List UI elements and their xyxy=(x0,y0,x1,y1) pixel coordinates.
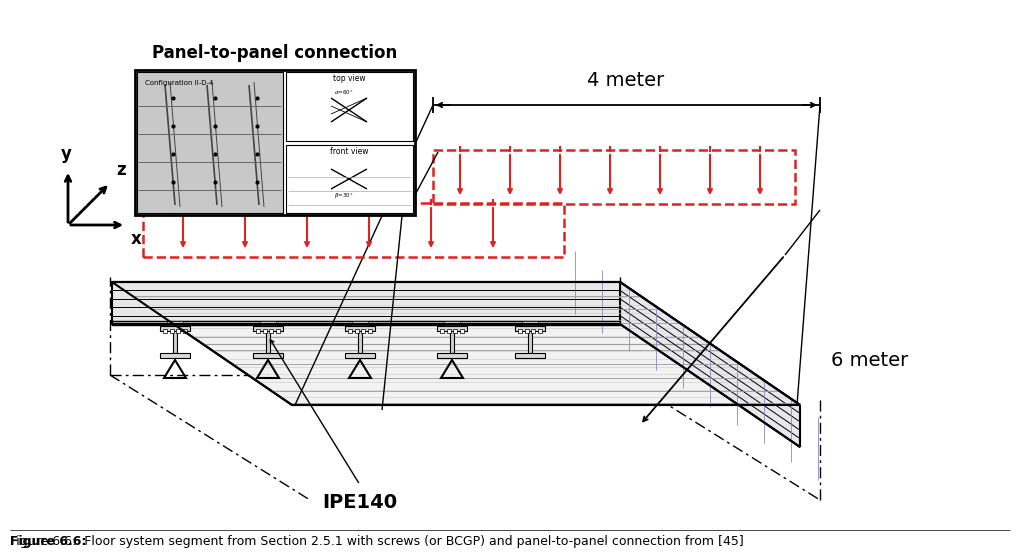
Polygon shape xyxy=(183,329,187,333)
Text: top view: top view xyxy=(333,74,366,83)
Polygon shape xyxy=(437,353,467,358)
Text: Configuration II-D-4: Configuration II-D-4 xyxy=(145,80,213,86)
Text: $\beta$=30°: $\beta$=30° xyxy=(334,191,353,200)
Polygon shape xyxy=(112,282,620,324)
Polygon shape xyxy=(515,326,545,331)
Polygon shape xyxy=(173,331,177,353)
Polygon shape xyxy=(253,353,283,358)
Polygon shape xyxy=(286,72,413,141)
Text: 4 meter: 4 meter xyxy=(588,71,665,90)
Polygon shape xyxy=(137,72,283,213)
Polygon shape xyxy=(531,329,535,333)
Polygon shape xyxy=(176,329,180,333)
Polygon shape xyxy=(515,353,545,358)
Text: IPE140: IPE140 xyxy=(323,492,397,511)
Polygon shape xyxy=(260,321,276,325)
Polygon shape xyxy=(263,329,267,333)
Polygon shape xyxy=(358,331,362,353)
Polygon shape xyxy=(368,329,372,333)
Polygon shape xyxy=(135,70,415,215)
Polygon shape xyxy=(620,282,800,447)
Polygon shape xyxy=(352,321,368,325)
Text: 6 meter: 6 meter xyxy=(831,351,908,370)
Text: $\alpha$=60°: $\alpha$=60° xyxy=(334,88,353,96)
Polygon shape xyxy=(253,326,283,331)
Text: Figure 6.6:  Floor system segment from Section 2.5.1 with screws (or BCGP) and p: Figure 6.6: Floor system segment from Se… xyxy=(10,535,743,548)
Polygon shape xyxy=(167,321,183,325)
Polygon shape xyxy=(345,353,375,358)
Polygon shape xyxy=(440,329,444,333)
Polygon shape xyxy=(355,329,359,333)
Polygon shape xyxy=(170,329,174,333)
Polygon shape xyxy=(453,329,457,333)
Polygon shape xyxy=(112,321,620,325)
Polygon shape xyxy=(160,326,190,331)
Text: y: y xyxy=(60,145,72,163)
Text: Figure 6.6:: Figure 6.6: xyxy=(10,535,86,548)
Polygon shape xyxy=(437,326,467,331)
Polygon shape xyxy=(522,321,538,325)
Polygon shape xyxy=(163,329,167,333)
Polygon shape xyxy=(460,329,464,333)
Polygon shape xyxy=(286,145,413,213)
Text: z: z xyxy=(116,161,126,179)
Polygon shape xyxy=(444,321,460,325)
Polygon shape xyxy=(361,329,365,333)
Polygon shape xyxy=(269,329,273,333)
Polygon shape xyxy=(112,282,800,405)
Polygon shape xyxy=(345,326,375,331)
Text: Panel-to-panel connection: Panel-to-panel connection xyxy=(153,44,397,62)
Polygon shape xyxy=(160,353,190,358)
Polygon shape xyxy=(528,331,532,353)
Polygon shape xyxy=(266,331,270,353)
Polygon shape xyxy=(450,331,454,353)
Polygon shape xyxy=(256,329,260,333)
Polygon shape xyxy=(348,329,352,333)
Text: x: x xyxy=(131,230,141,248)
Polygon shape xyxy=(518,329,522,333)
Text: front view: front view xyxy=(330,147,369,156)
Polygon shape xyxy=(538,329,542,333)
Polygon shape xyxy=(525,329,529,333)
Polygon shape xyxy=(276,329,280,333)
Polygon shape xyxy=(447,329,451,333)
